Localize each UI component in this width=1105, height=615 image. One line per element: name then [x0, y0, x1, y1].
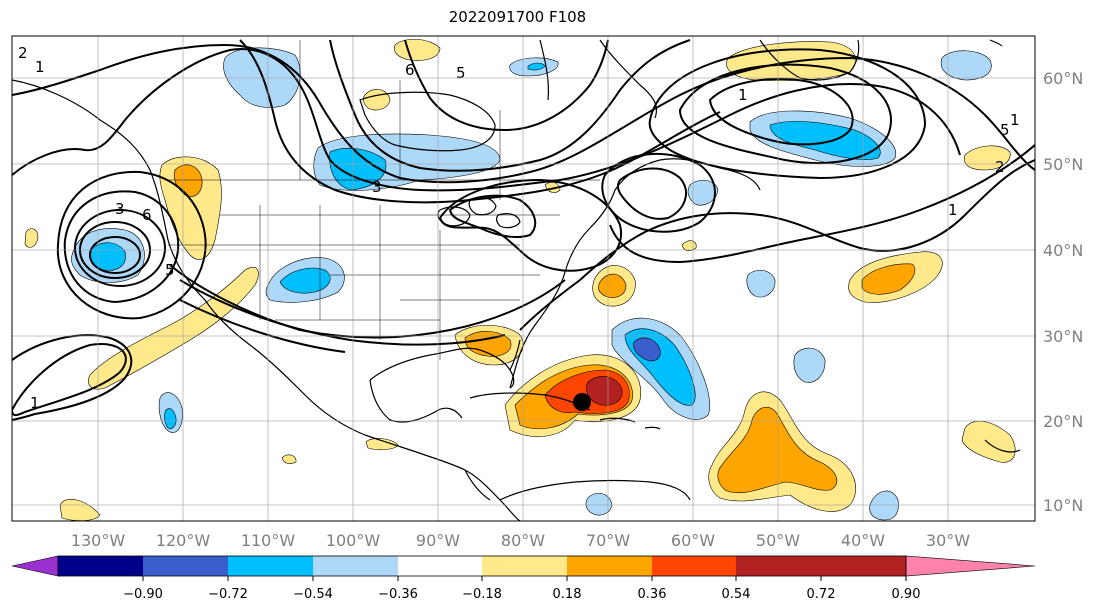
gridlines — [12, 36, 1035, 521]
contour-label: 5 — [165, 261, 175, 279]
colorbar-tick-label: −0.36 — [378, 587, 418, 602]
lon-label: 60°W — [671, 531, 715, 550]
colorbar-segment — [398, 556, 482, 576]
lon-label: 90°W — [416, 531, 460, 550]
lat-label: 30°N — [1043, 327, 1083, 346]
colorbar-tick-label: 0.18 — [553, 587, 582, 602]
shaded-anomaly-fields — [24, 39, 1016, 521]
colorbar-tick-label: 0.36 — [638, 587, 667, 602]
colorbar-segment — [652, 556, 736, 576]
latitude-labels: 60°N 50°N 40°N 30°N 20°N 10°N — [1043, 69, 1083, 515]
colorbar-extend-low — [11, 555, 59, 577]
lat-label: 40°N — [1043, 241, 1083, 260]
contour-label: 1 — [738, 86, 748, 104]
storm-center-dot — [573, 393, 591, 411]
contour-label: 3 — [115, 200, 125, 218]
colorbar-tick-label: −0.18 — [462, 587, 502, 602]
contour-label: 6 — [405, 61, 415, 79]
lon-label: 30°W — [926, 531, 970, 550]
contour-label: 3 — [372, 178, 382, 196]
colorbar-segment — [58, 556, 143, 576]
lon-label: 40°W — [841, 531, 885, 550]
colorbar-tick-label: 0.54 — [722, 587, 751, 602]
lat-label: 60°N — [1043, 69, 1083, 88]
colorbar-tick-label: −0.54 — [293, 587, 333, 602]
contour-pacific-ring-3 — [74, 209, 166, 287]
longitude-labels: 130°W 120°W 110°W 100°W 90°W 80°W 70°W 6… — [71, 531, 970, 550]
lon-label: 110°W — [241, 531, 296, 550]
contour-labels: 2 1 3 6 5 1 5 6 2 1 3 5 1 1 — [18, 44, 1020, 412]
lon-label: 50°W — [756, 531, 800, 550]
map-title: 2022091700 F108 — [448, 8, 587, 26]
colorbar-tick-label: 0.72 — [807, 587, 836, 602]
contour-label: 5 — [1000, 121, 1010, 139]
colorbar-segment — [567, 556, 652, 576]
colorbar-tick-label: −0.72 — [208, 587, 248, 602]
map-border — [11, 35, 1036, 522]
contour-label: 2 — [18, 44, 28, 62]
contour-label: 2 — [995, 158, 1005, 176]
lat-label: 10°N — [1043, 496, 1083, 515]
map-area: 2 1 3 6 5 1 5 6 2 1 3 5 1 1 — [12, 36, 1035, 521]
colorbar-segment — [821, 556, 906, 576]
colorbar-tick-label: −0.90 — [123, 587, 163, 602]
colorbar-segment — [143, 556, 228, 576]
contour-label: 6 — [142, 206, 152, 224]
lon-label: 70°W — [586, 531, 630, 550]
lon-label: 100°W — [326, 531, 381, 550]
colorbar-segment — [736, 556, 821, 576]
contour-label: 1 — [948, 201, 958, 219]
colorbar-tick-label: 0.90 — [892, 587, 921, 602]
contour-label: 1 — [1010, 111, 1020, 129]
contour-label: 1 — [30, 394, 40, 412]
contour-pacific-ring-1 — [89, 236, 141, 274]
colorbar-segment — [228, 556, 313, 576]
colorbar-extend-high — [905, 555, 1036, 577]
lat-label: 50°N — [1043, 155, 1083, 174]
colorbar-segment — [313, 556, 398, 576]
colorbar-segment — [482, 556, 567, 576]
contour-label: 1 — [35, 58, 45, 76]
lon-label: 80°W — [501, 531, 545, 550]
colorbar: −0.90 −0.72 −0.54 −0.36 −0.18 0.18 0.36 … — [11, 555, 1036, 602]
lon-label: 120°W — [156, 531, 211, 550]
contour-label: 5 — [456, 64, 466, 82]
lat-label: 20°N — [1043, 412, 1083, 431]
lon-label: 130°W — [71, 531, 126, 550]
contour-lines — [12, 39, 1035, 421]
